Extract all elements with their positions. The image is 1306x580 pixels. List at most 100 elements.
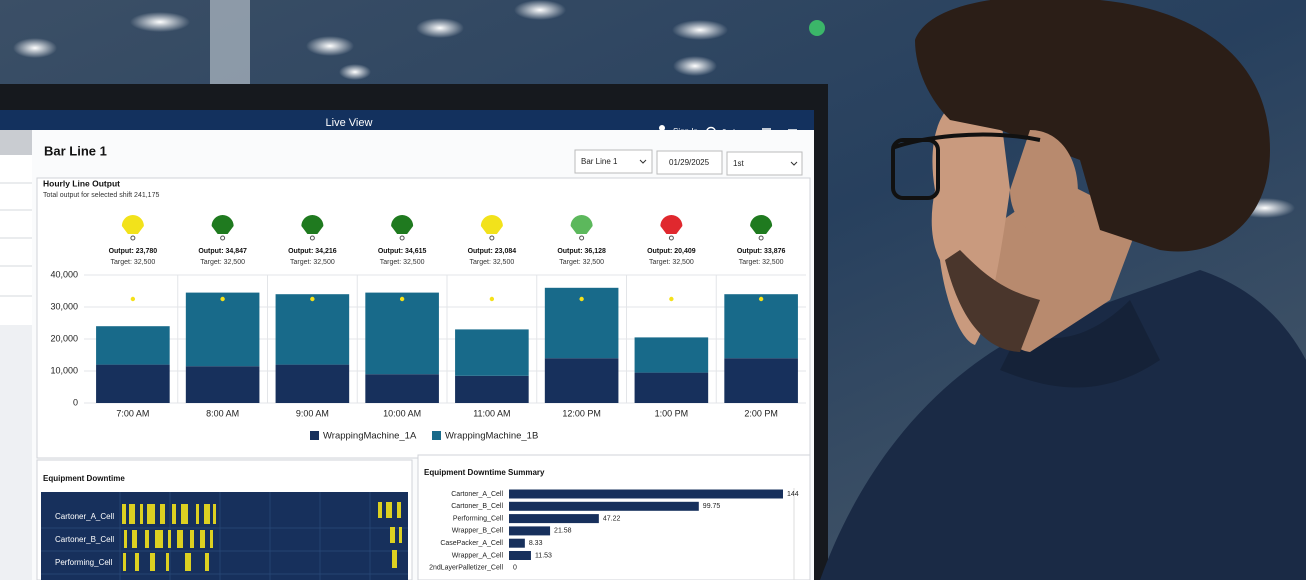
target-dot <box>758 296 764 302</box>
gauge-output: Output: 36,128 <box>557 248 606 255</box>
user-icon <box>659 125 665 131</box>
gauge-output: Output: 33,876 <box>737 248 786 255</box>
gauge <box>211 215 234 234</box>
target-dot <box>489 296 495 302</box>
gauge-hub <box>489 235 495 241</box>
gauge-target: Target: 32,500 <box>739 259 784 266</box>
heatmap-events <box>122 502 402 571</box>
shift-select[interactable] <box>726 151 803 176</box>
bar-segment <box>724 294 798 359</box>
value-label: 144 <box>787 491 799 498</box>
gauge-hub <box>758 235 764 241</box>
y-tick-label: Wrapper_A_Cell <box>452 552 504 559</box>
signal-light <box>809 20 825 36</box>
gauge-output: Output: 34,216 <box>288 248 337 255</box>
bar <box>509 489 783 499</box>
summary-panel <box>417 454 811 580</box>
bar <box>509 538 525 548</box>
date-text: 01/29/2025 <box>669 158 710 167</box>
y-tick-label: Cartoner_B_Cell <box>451 503 503 510</box>
value-label: 11.53 <box>535 552 552 559</box>
gauge-hub <box>130 235 136 241</box>
y-tick-label: Performing_Cell <box>453 515 504 522</box>
gauge-target: Target: 32,500 <box>469 259 514 266</box>
sidebar-lines <box>0 182 32 297</box>
gauge-hub <box>668 235 674 241</box>
gauge-target: Target: 32,500 <box>200 259 245 266</box>
sidebar-head <box>0 130 32 155</box>
downtime-title: Equipment Downtime <box>43 474 125 483</box>
value-label: 99.75 <box>703 503 721 510</box>
gauge <box>570 215 593 234</box>
target-dot <box>220 296 225 302</box>
gauge-hub <box>579 235 585 241</box>
bar-segment <box>455 329 529 376</box>
gauge <box>121 215 144 234</box>
bar-segment <box>96 364 170 403</box>
target-dot <box>579 296 584 302</box>
gauge-target: Target: 32,500 <box>110 259 155 266</box>
gauge-hub <box>399 235 405 241</box>
heatmap <box>41 492 408 580</box>
y-tick-label: 0 <box>73 397 78 407</box>
line-select-text: Bar Line 1 <box>581 157 618 166</box>
bar-segment <box>634 372 709 403</box>
date-field[interactable] <box>656 150 723 175</box>
gauge-output: Output: 23,084 <box>468 248 517 255</box>
factory-lights <box>13 0 1295 218</box>
gauge-hub <box>220 235 226 241</box>
y-tick-label: CasePacker_A_Cell <box>440 540 503 547</box>
gauge <box>660 215 683 234</box>
value-label: 21.58 <box>554 528 572 535</box>
y-tick-label: 30,000 <box>50 301 78 311</box>
x-tick-label: 10:00 AM <box>383 408 421 418</box>
bar-segment <box>365 292 439 375</box>
bar-segment <box>634 337 709 373</box>
gauge-output: Output: 20,409 <box>647 248 696 255</box>
x-tick-label: 11:00 AM <box>473 408 510 418</box>
gauge <box>301 215 324 234</box>
line-select[interactable] <box>574 149 653 174</box>
bar <box>509 514 599 524</box>
target-dot <box>399 296 405 302</box>
bar-segment <box>275 294 350 365</box>
chevron <box>790 161 798 166</box>
bar <box>509 501 699 511</box>
gauge-target: Target: 32,500 <box>649 259 694 266</box>
bar-segment <box>185 292 260 367</box>
chart-subtitle: Total output for selected shift 241,175 <box>43 192 159 199</box>
value-label: 47.22 <box>603 515 621 522</box>
target-dot <box>669 296 674 302</box>
gauge <box>750 215 773 234</box>
x-tick-label: 1:00 PM <box>655 408 689 418</box>
x-tick-label: 8:00 AM <box>206 408 239 418</box>
y-tick-label: 40,000 <box>50 269 78 279</box>
legend-label: WrappingMachine_1B <box>445 431 538 442</box>
gauge-target: Target: 32,500 <box>559 259 604 266</box>
person <box>820 0 1306 580</box>
x-tick-label: 7:00 AM <box>116 408 149 418</box>
y-tick-label: Wrapper_B_Cell <box>452 528 504 535</box>
bar-segment <box>455 375 529 403</box>
bar-segment <box>275 364 350 403</box>
bar-segment <box>365 374 439 403</box>
bar-segment <box>96 326 170 365</box>
target-dot <box>130 296 136 302</box>
gauge-output: Output: 23,780 <box>109 248 158 255</box>
gauge-target: Target: 32,500 <box>290 259 335 266</box>
gauge-hub <box>309 235 315 241</box>
target-dot <box>310 296 315 302</box>
legend-swatch <box>310 431 319 440</box>
gauge <box>391 215 414 234</box>
bar-segment <box>544 358 619 403</box>
chevron <box>639 159 647 164</box>
pillar <box>210 0 250 90</box>
legend-swatch <box>432 431 441 440</box>
summary-title: Equipment Downtime Summary <box>424 468 545 477</box>
shift-text: 1st <box>733 159 744 168</box>
bar <box>509 551 531 560</box>
sidebar <box>0 130 32 325</box>
x-tick-label: 2:00 PM <box>744 408 778 418</box>
gauge <box>480 215 503 234</box>
